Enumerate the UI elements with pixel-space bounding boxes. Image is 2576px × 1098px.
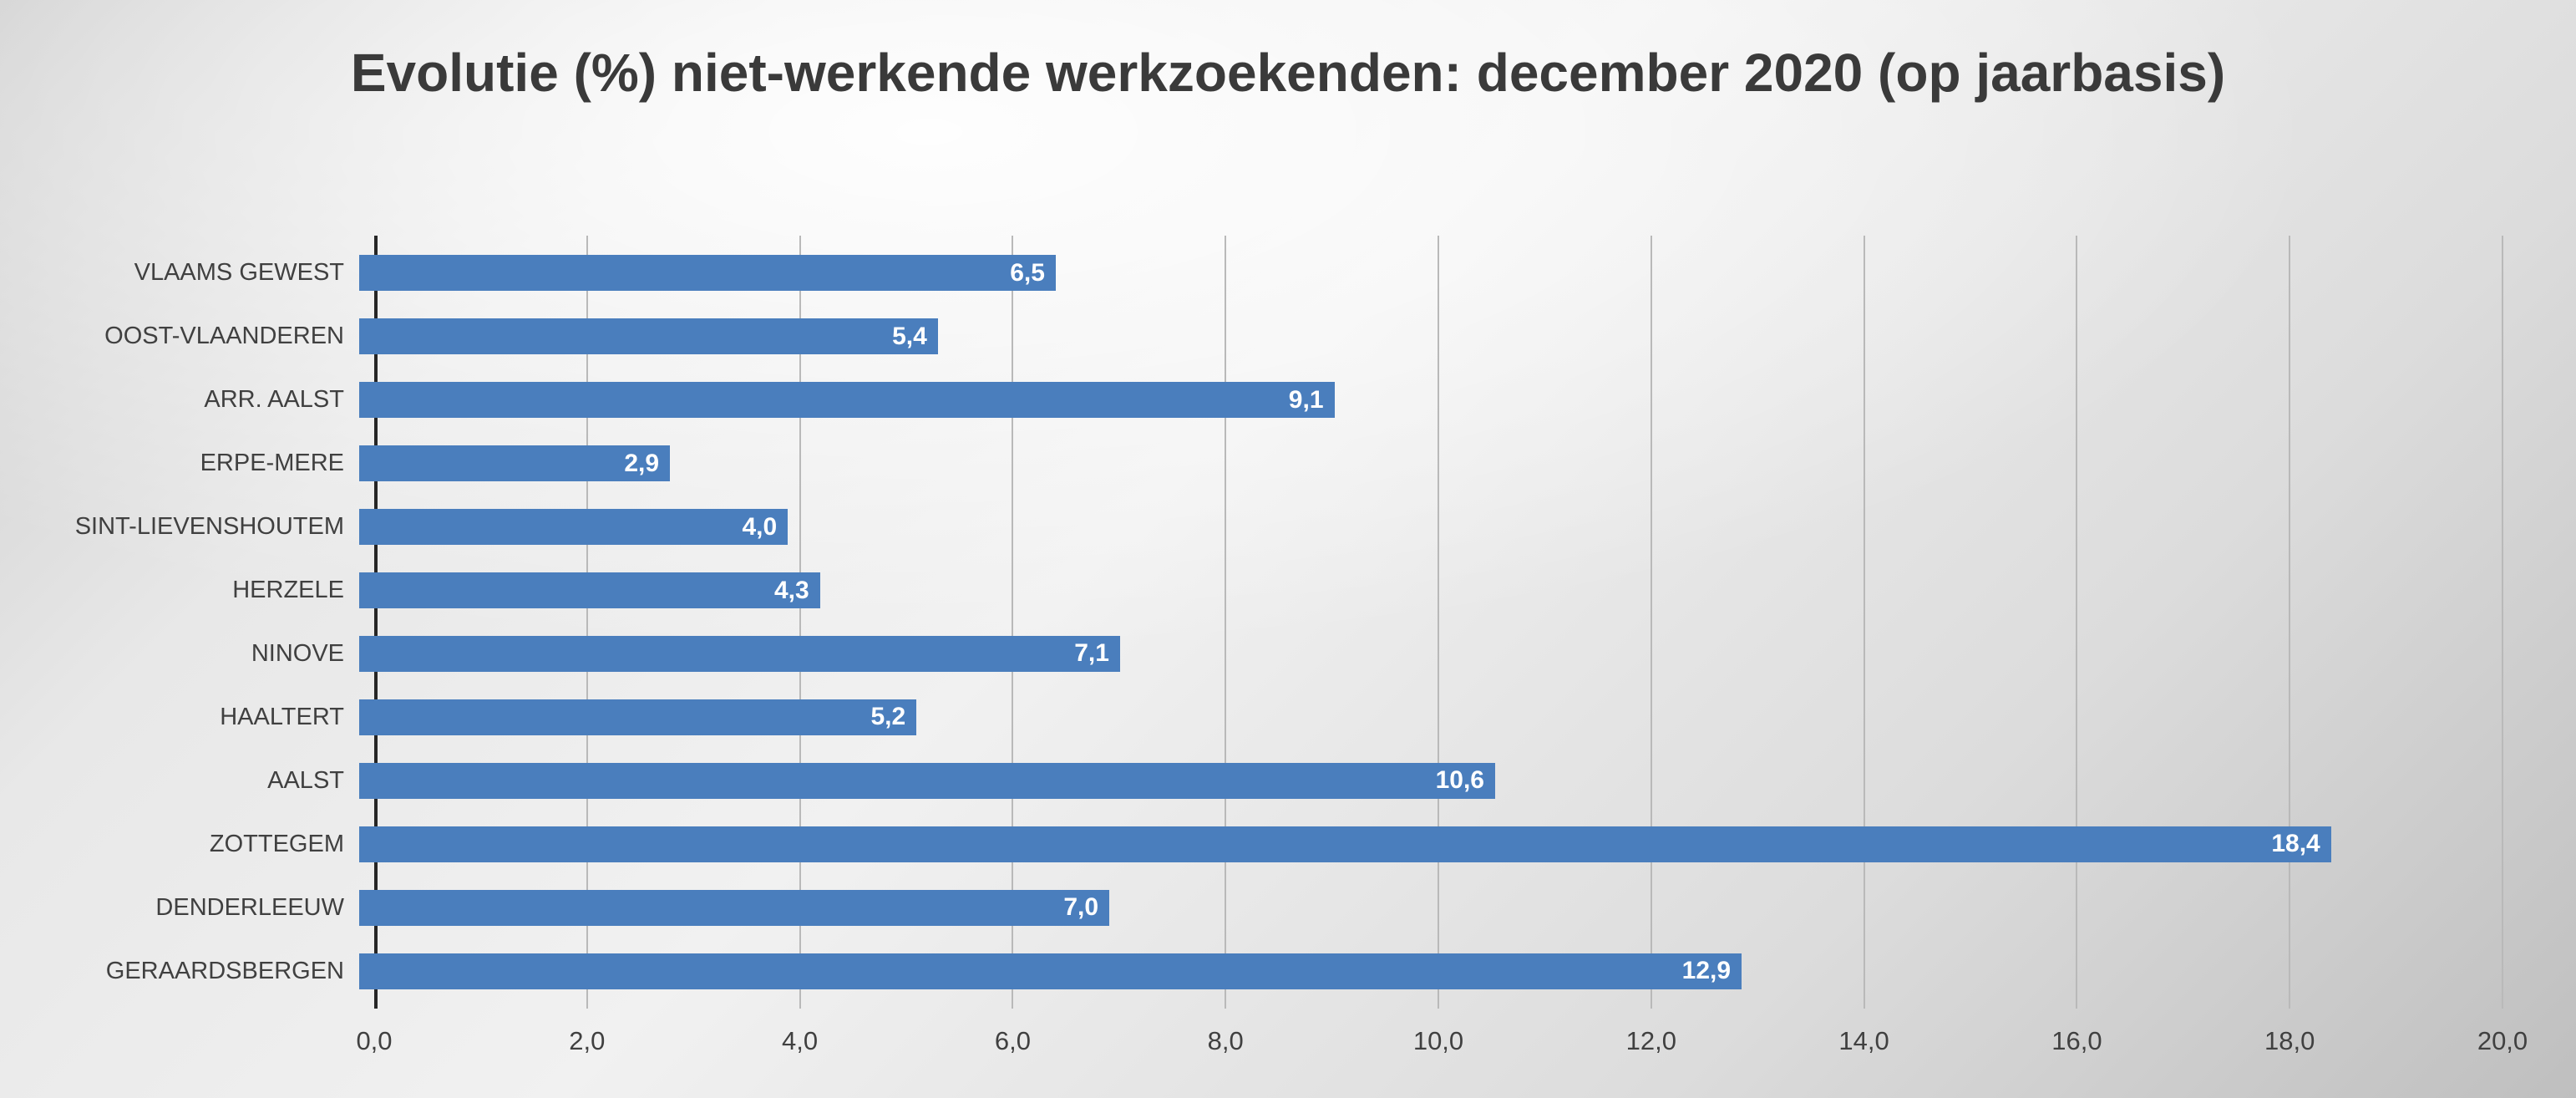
- category-label: DENDERLEEUW: [155, 893, 344, 921]
- y-axis-line: [374, 236, 378, 1009]
- x-tick-label: 6,0: [994, 1026, 1031, 1055]
- bar-row: ARR. AALST 9,1: [0, 369, 2502, 432]
- bar-track: 18,4: [359, 812, 2502, 876]
- category-label: GERAARDSBERGEN: [105, 957, 344, 984]
- x-tick-label: 4,0: [782, 1026, 819, 1055]
- bar: 5,4: [359, 318, 938, 355]
- gridline: [1012, 236, 1014, 1009]
- gridline: [799, 236, 801, 1009]
- bar-row: ERPE-MERE 2,9: [0, 432, 2502, 496]
- bar-value-label: 4,0: [742, 512, 778, 541]
- bar-row: HERZELE 4,3: [0, 559, 2502, 623]
- gridline: [1438, 236, 1439, 1009]
- bar: 10,6: [359, 762, 1495, 799]
- bar: 6,5: [359, 255, 1056, 292]
- x-tick-label: 16,0: [2051, 1026, 2102, 1055]
- bar-value-label: 4,3: [773, 576, 809, 604]
- bar-track: 6,5: [359, 241, 2502, 305]
- gridline: [1863, 236, 1865, 1009]
- bar-row: HAALTERT 5,2: [0, 685, 2502, 749]
- bar-value-label: 9,1: [1288, 385, 1324, 414]
- category-label: ZOTTEGEM: [209, 830, 344, 857]
- bar: 7,0: [359, 889, 1110, 926]
- bar-value-label: 6,5: [1010, 258, 1045, 287]
- gridline: [1225, 236, 1227, 1009]
- gridline: [2289, 236, 2291, 1009]
- bar-value-label: 5,4: [892, 322, 927, 350]
- chart-title: Evolutie (%) niet-werkende werkzoekenden…: [350, 43, 2226, 103]
- bar: 18,4: [359, 826, 2331, 862]
- gridline: [586, 236, 588, 1009]
- bar-track: 4,3: [359, 559, 2502, 623]
- bar: 9,1: [359, 382, 1335, 419]
- bar-rows: VLAAMS GEWEST 6,5 OOST-VLAANDEREN 5,4 ARR. A…: [0, 241, 2502, 1003]
- category-label: NINOVE: [251, 639, 344, 667]
- bar-track: 2,9: [359, 432, 2502, 496]
- bar-row: OOST-VLAANDEREN 5,4: [0, 305, 2502, 369]
- bar-track: 5,2: [359, 685, 2502, 749]
- bar-track: 10,6: [359, 749, 2502, 812]
- bar-row: VLAAMS GEWEST 6,5: [0, 241, 2502, 305]
- bar-value-label: 18,4: [2271, 830, 2320, 858]
- category-label: VLAAMS GEWEST: [134, 259, 344, 287]
- bar-value-label: 7,0: [1063, 893, 1099, 922]
- bar-value-label: 5,2: [870, 703, 906, 731]
- bar-row: ZOTTEGEM 18,4: [0, 812, 2502, 876]
- category-label: ERPE-MERE: [200, 450, 344, 477]
- gridline: [2502, 236, 2503, 1009]
- bar-track: 12,9: [359, 939, 2502, 1003]
- gridline: [1650, 236, 1652, 1009]
- bar: 5,2: [359, 699, 917, 735]
- bar-track: 7,1: [359, 623, 2502, 686]
- category-label: HAALTERT: [220, 703, 344, 730]
- bar-value-label: 7,1: [1074, 639, 1109, 668]
- bar-row: NINOVE 7,1: [0, 623, 2502, 686]
- bar-track: 4,0: [359, 496, 2502, 559]
- bar: 12,9: [359, 953, 1742, 989]
- x-tick-label: 12,0: [1625, 1026, 1676, 1055]
- bar-value-label: 12,9: [1681, 957, 1732, 985]
- x-tick-label: 14,0: [1838, 1026, 1889, 1055]
- x-tick-label: 18,0: [2264, 1026, 2315, 1055]
- bar-row: DENDERLEEUW 7,0: [0, 876, 2502, 939]
- bar-track: 9,1: [359, 369, 2502, 432]
- bar-value-label: 10,6: [1435, 766, 1484, 795]
- gridline: [2076, 236, 2078, 1009]
- bar-track: 5,4: [359, 305, 2502, 369]
- x-tick-label: 20,0: [2477, 1026, 2528, 1055]
- bar: 2,9: [359, 445, 671, 482]
- x-axis-tick-labels: 0,0 2,0 4,0 6,0 8,0 10,0 12,0 14,0 16,0 18,0 20,0: [356, 1026, 2528, 1060]
- bar-row: GERAARDSBERGEN 12,9: [0, 939, 2502, 1003]
- bar-row: AALST 10,6: [0, 749, 2502, 812]
- x-tick-label: 8,0: [1207, 1026, 1244, 1055]
- bar: 7,1: [359, 635, 1120, 672]
- category-label: AALST: [267, 766, 344, 794]
- bar-row: SINT-LIEVENSHOUTEM 4,0: [0, 496, 2502, 559]
- bar-value-label: 2,9: [624, 449, 660, 477]
- category-label: OOST-VLAANDEREN: [104, 323, 344, 350]
- category-label: ARR. AALST: [204, 386, 344, 414]
- gridlines: [374, 236, 2503, 1009]
- x-tick-label: 2,0: [569, 1026, 606, 1055]
- x-tick-label: 0,0: [356, 1026, 393, 1055]
- bar: 4,0: [359, 509, 789, 546]
- x-tick-label: 10,0: [1412, 1026, 1464, 1055]
- category-label: HERZELE: [232, 577, 344, 604]
- category-label: SINT-LIEVENSHOUTEM: [74, 513, 344, 541]
- bar: 4,3: [359, 572, 820, 609]
- bar-track: 7,0: [359, 876, 2502, 939]
